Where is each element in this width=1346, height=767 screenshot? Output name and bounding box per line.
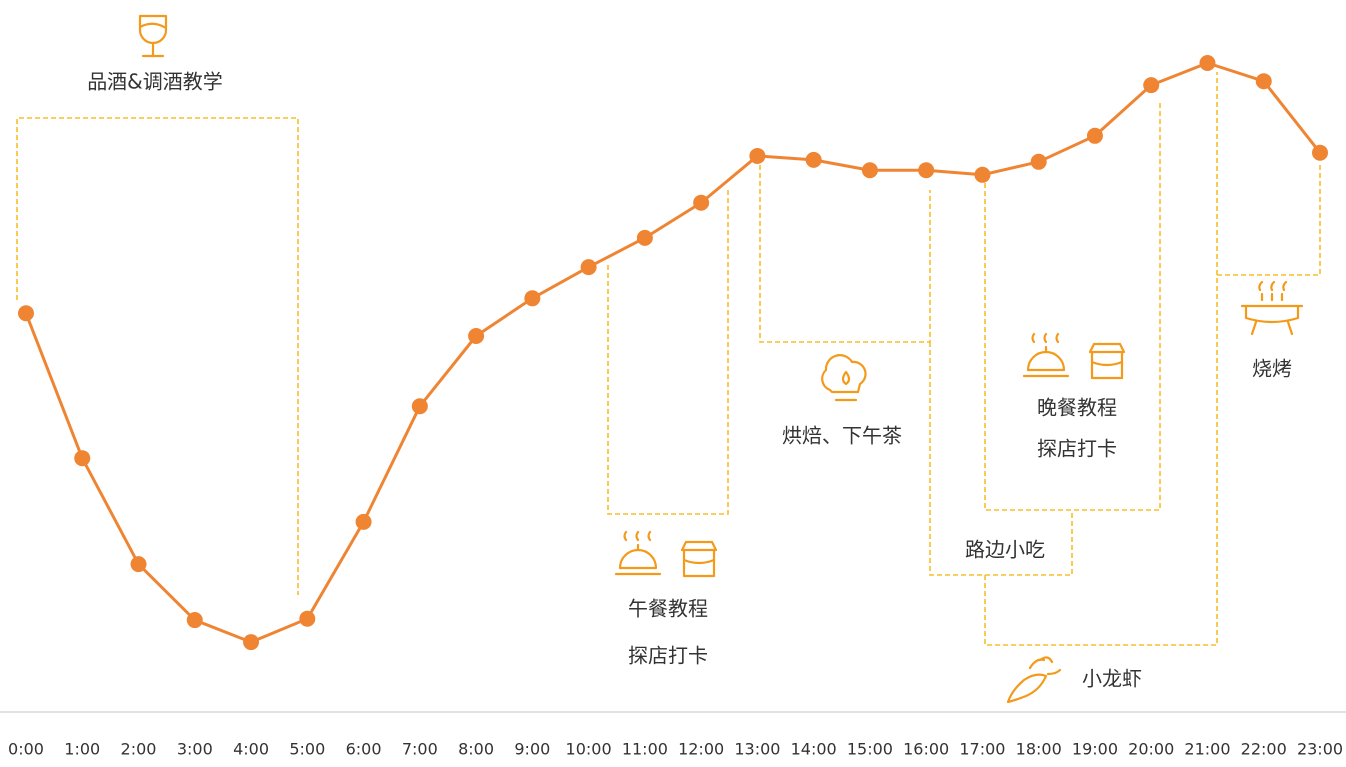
annotation-boxes (16, 72, 1321, 646)
annotation: 烘焙、下午茶 (782, 424, 902, 448)
x-tick-label: 11:00 (622, 740, 668, 759)
point (749, 147, 766, 164)
point (918, 162, 935, 179)
box (984, 72, 1218, 646)
x-tick-label: 10:00 (566, 740, 612, 759)
x-tick-label: 17:00 (959, 740, 1005, 759)
x-tick-label: 13:00 (734, 740, 780, 759)
x-tick-label: 22:00 (1241, 740, 1287, 759)
icons (138, 14, 1304, 704)
x-tick-label: 4:00 (233, 740, 269, 759)
point (243, 634, 260, 651)
box (1217, 165, 1321, 276)
dish-icon (1022, 332, 1070, 378)
x-tick-label: 8:00 (458, 740, 494, 759)
lobster-icon (1006, 656, 1062, 704)
point (636, 229, 653, 246)
point (524, 290, 541, 307)
x-tick-label: 14:00 (791, 740, 837, 759)
box (984, 100, 1161, 511)
point (580, 259, 597, 276)
x-tick-label: 18:00 (1016, 740, 1062, 759)
x-tick-label: 7:00 (402, 740, 438, 759)
point (18, 305, 34, 322)
annotation: 路边小吃 (965, 538, 1045, 562)
box (759, 165, 931, 343)
wine-icon (138, 14, 168, 58)
annotation: 小龙虾 (1082, 667, 1142, 691)
point (1255, 73, 1272, 90)
x-tick-label: 21:00 (1184, 740, 1230, 759)
shop-icon (1088, 342, 1126, 380)
box (16, 117, 299, 595)
dish-icon (614, 530, 662, 576)
annotation: 探店打卡 (1037, 437, 1117, 461)
bbq-icon (1240, 280, 1304, 336)
x-tick-label: 0:00 (8, 740, 44, 759)
annotation: 晚餐教程 (1037, 396, 1117, 420)
point (355, 513, 372, 530)
point (186, 612, 203, 629)
x-tick-label: 20:00 (1128, 740, 1174, 759)
annotation: 午餐教程 (628, 597, 708, 621)
x-tick-label: 23:00 (1297, 740, 1343, 759)
x-tick-label: 1:00 (64, 740, 100, 759)
point (1312, 144, 1328, 161)
annotation: 探店打卡 (628, 644, 708, 668)
point (1199, 55, 1216, 71)
point (861, 162, 878, 179)
point (130, 556, 147, 573)
x-tick-label: 3:00 (177, 740, 213, 759)
x-tick-label: 12:00 (678, 740, 724, 759)
x-tick-label: 2:00 (121, 740, 157, 759)
shop-icon (680, 540, 718, 578)
x-tick-label: 15:00 (847, 740, 893, 759)
point (974, 166, 991, 183)
annotation: 品酒&调酒教学 (87, 70, 223, 94)
point (1030, 153, 1047, 170)
box (929, 342, 1073, 576)
annotation: 烧烤 (1252, 357, 1292, 381)
point (299, 610, 316, 627)
box (607, 190, 729, 515)
x-tick-label: 5:00 (289, 740, 325, 759)
x-tick-label: 16:00 (903, 740, 949, 759)
point (468, 328, 485, 344)
point (74, 450, 91, 467)
x-tick-label: 9:00 (514, 740, 550, 759)
point (1086, 127, 1103, 144)
x-tick-label: 19:00 (1072, 740, 1118, 759)
x-tick-label: 6:00 (346, 740, 382, 759)
point (1143, 77, 1160, 94)
point (693, 194, 710, 211)
bake-icon (821, 354, 867, 402)
line (24, 61, 1322, 644)
point (805, 151, 822, 168)
point (411, 398, 428, 415)
